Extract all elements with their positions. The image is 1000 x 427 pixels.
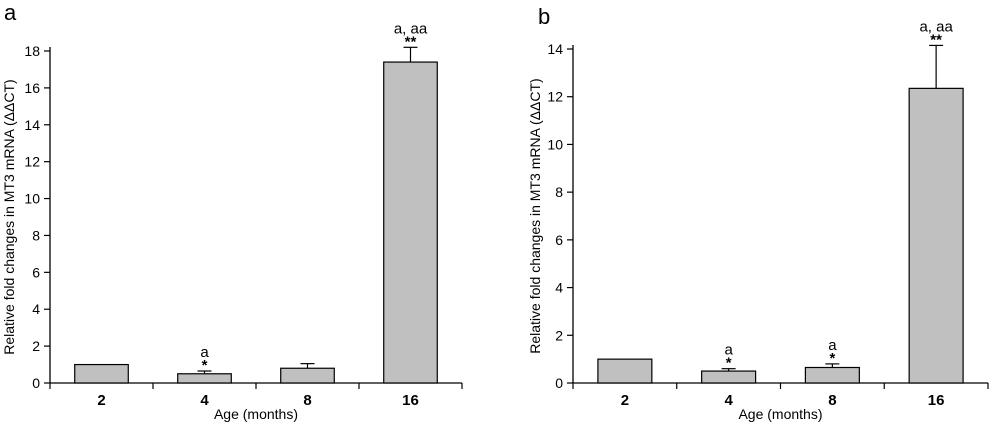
y-tick-label: 10 — [24, 191, 40, 207]
y-tick-label: 8 — [32, 227, 40, 243]
x-tick-label: 8 — [303, 392, 311, 409]
significance-stars: * — [829, 350, 835, 367]
bar — [701, 370, 757, 384]
significance-letters: a — [724, 342, 733, 359]
bar — [383, 61, 438, 384]
y-tick-label: 2 — [555, 327, 563, 343]
x-axis-title: Age (months) — [738, 406, 822, 422]
panel-letter: a — [4, 0, 17, 25]
bar — [177, 373, 232, 384]
x-tick-label: 16 — [402, 392, 419, 409]
y-axis-title: Relative fold changes in MT3 mRNA (ΔΔCT) — [527, 78, 543, 353]
significance-stars: * — [202, 357, 208, 374]
y-tick-label: 12 — [547, 89, 563, 105]
y-tick-label: 6 — [32, 264, 40, 280]
bar — [74, 363, 129, 384]
significance-stars: * — [726, 355, 732, 372]
x-tick-label: 2 — [621, 392, 629, 409]
y-tick-label: 12 — [24, 154, 40, 170]
bar — [908, 87, 964, 384]
significance-letters: a — [200, 344, 209, 361]
significance-stars: ** — [930, 31, 942, 48]
y-tick-label: 8 — [555, 184, 563, 200]
y-tick-label: 18 — [24, 43, 40, 59]
x-tick-label: 2 — [97, 392, 105, 409]
y-tick-label: 16 — [24, 80, 40, 96]
y-tick-label: 4 — [555, 280, 563, 296]
x-tick-label: 16 — [928, 392, 945, 409]
y-tick-label: 6 — [555, 232, 563, 248]
y-tick-label: 14 — [24, 117, 40, 133]
significance-letters: a — [828, 337, 837, 354]
y-tick-label: 0 — [555, 375, 563, 391]
y-axis-title: Relative fold changes in MT3 mRNA (ΔΔCT) — [1, 79, 17, 354]
bar — [597, 358, 653, 384]
panel-letter: b — [538, 4, 550, 29]
x-tick-label: 4 — [724, 392, 733, 409]
significance-stars: ** — [405, 33, 417, 50]
y-tick-label: 4 — [32, 301, 40, 317]
significance-letters: a, aa — [394, 20, 428, 37]
significance-letters: a, aa — [919, 18, 953, 35]
y-tick-label: 2 — [32, 338, 40, 354]
y-tick-label: 10 — [547, 136, 563, 152]
y-tick-label: 14 — [547, 41, 563, 57]
bar — [804, 366, 860, 384]
bar — [280, 367, 335, 384]
x-tick-label: 8 — [828, 392, 836, 409]
x-axis-title: Age (months) — [214, 406, 298, 422]
y-tick-label: 0 — [32, 375, 40, 391]
x-tick-label: 4 — [200, 392, 209, 409]
